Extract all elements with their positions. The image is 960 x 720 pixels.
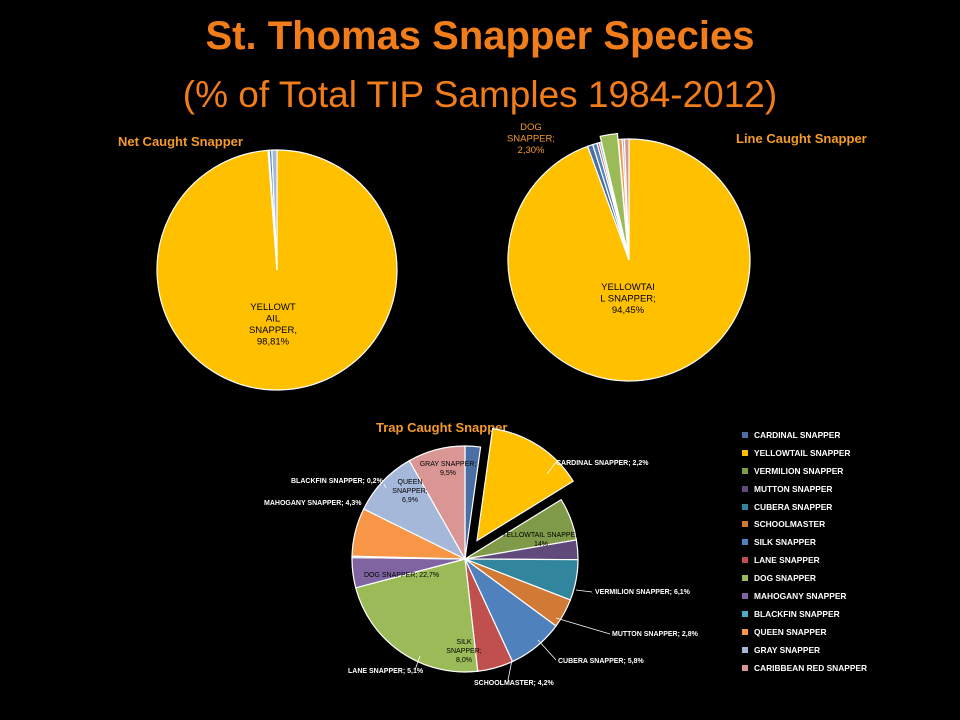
legend-item: VERMILION SNAPPER [742,462,892,480]
leader-line [575,589,593,593]
data-label-mahogany-snapper: MAHOGANY SNAPPER; 4,3% [264,500,362,507]
legend-swatch [742,664,748,671]
pie-chart-1: YELLOWTAI L SNAPPER; 94,45% DOG SNAPPER; 2,30… [507,122,751,382]
data-label-silk-snapper: SILK SNAPPER; 8,0% [446,639,481,664]
legend-swatch [742,557,748,564]
data-label-blackfin-snapper: BLACKFIN SNAPPER; 0,2% [291,478,384,485]
legend-item: LANE SNAPPER [742,551,892,569]
legend-item: YELLOWTAIL SNAPPER [742,444,892,462]
legend-label: YELLOWTAIL SNAPPER [754,447,851,458]
data-label-cubera-snapper: CUBERA SNAPPER; 5,8% [558,658,644,665]
legend-item: DOG SNAPPER [742,569,892,587]
legend-swatch [742,503,748,510]
legend-item: MUTTON SNAPPER [742,480,892,498]
legend-label: GRAY SNAPPER [754,644,821,655]
data-label-schoolmaster: SCHOOLMASTER; 4,2% [474,680,555,687]
leader-line [546,461,557,475]
legend-label: MUTTON SNAPPER [754,483,833,494]
legend-label: BLACKFIN SNAPPER [754,608,840,619]
legend-item: CARIBBEAN RED SNAPPER [742,659,892,677]
net-chart-title: Net Caught Snapper [118,134,243,149]
data-label-yellowtail-snapper: YELLOWTAIL SNAPPER 14% [502,532,581,548]
legend-label: CUBERA SNAPPER [754,501,833,512]
leader-line [537,639,557,661]
legend-item: QUEEN SNAPPER [742,623,892,641]
data-label-dog-snapper: DOG SNAPPER; 2,30% [507,122,555,156]
slice-caribbean-red-snapper [408,445,466,562]
legend-item: MAHOGANY SNAPPER [742,587,892,605]
legend-label: SCHOOLMASTER [754,519,826,530]
legend-item: CUBERA SNAPPER [742,498,892,516]
slice-gray-snapper [271,149,278,271]
legend-swatch [742,575,748,582]
legend-item: SILK SNAPPER [742,533,892,551]
legend-swatch [742,646,748,653]
legend-swatch [742,449,748,456]
page-subtitle: (% of Total TIP Samples 1984-2012) [182,74,778,115]
slice-dog-snapper [354,558,479,673]
legend-label: CARDINAL SNAPPER [754,429,841,440]
slice-yellowtail-snapper [476,427,575,542]
line-chart-title: Line Caught Snapper [736,131,867,146]
data-label-yellowtail-snapper: YELLOWT AIL SNAPPER, 98,81% [249,302,297,348]
data-label-yellowtail-snapper: YELLOWTAI L SNAPPER; 94,45% [600,282,656,316]
data-label-dog-snapper: DOG SNAPPER; 22,7% [364,572,439,579]
pie-chart-2: CARDINAL SNAPPER; 2,2% YELLOWTAIL SNAPPER… [264,427,699,687]
legend-label: VERMILION SNAPPER [754,465,844,476]
legend-item: SCHOOLMASTER [742,515,892,533]
data-label-mutton-snapper: MUTTON SNAPPER; 2,8% [612,631,699,638]
leader-line [383,483,387,489]
legend-swatch [742,539,748,546]
legend-swatch [742,592,748,599]
trap-chart-title: Trap Caught Snapper [376,420,508,435]
data-label-lane-snapper: LANE SNAPPER; 5,1% [348,668,424,675]
legend-swatch [742,521,748,528]
pie-chart-0: YELLOWT AIL SNAPPER, 98,81% [156,149,398,391]
leader-line [507,659,513,681]
legend-swatch [742,467,748,474]
data-label-vermilion-snapper: VERMILION SNAPPER; 6,1% [595,589,691,596]
legend-label: DOG SNAPPER [754,573,816,584]
legend-swatch [742,628,748,635]
legend-label: CARIBBEAN RED SNAPPER [754,662,868,673]
legend-item: CARDINAL SNAPPER [742,426,892,444]
legend-label: LANE SNAPPER [754,555,820,566]
legend-swatch [742,485,748,492]
legend-label: MAHOGANY SNAPPER [754,590,847,601]
leader-line [555,617,611,635]
slice-dog-snapper [599,132,629,255]
data-label-queen-snapper: QUEEN SNAPPER; 6,9% [392,479,427,504]
trap-chart-legend: CARDINAL SNAPPER YELLOWTAIL SNAPPER VERMIL… [742,426,892,676]
data-label-cardinal-snapper: CARDINAL SNAPPER; 2,2% [556,460,649,467]
legend-swatch [742,431,748,438]
legend-swatch [742,610,748,617]
legend-label: QUEEN SNAPPER [754,626,827,637]
data-label-gray-snapper: GRAY SNAPPER; 9,5% [420,461,477,477]
legend-item: GRAY SNAPPER [742,641,892,659]
legend-item: BLACKFIN SNAPPER [742,605,892,623]
page-title: St. Thomas Snapper Species [205,14,755,58]
leader-line [414,655,421,671]
slice-caribbean-red-snapper [623,138,630,261]
legend-label: SILK SNAPPER [754,537,816,548]
